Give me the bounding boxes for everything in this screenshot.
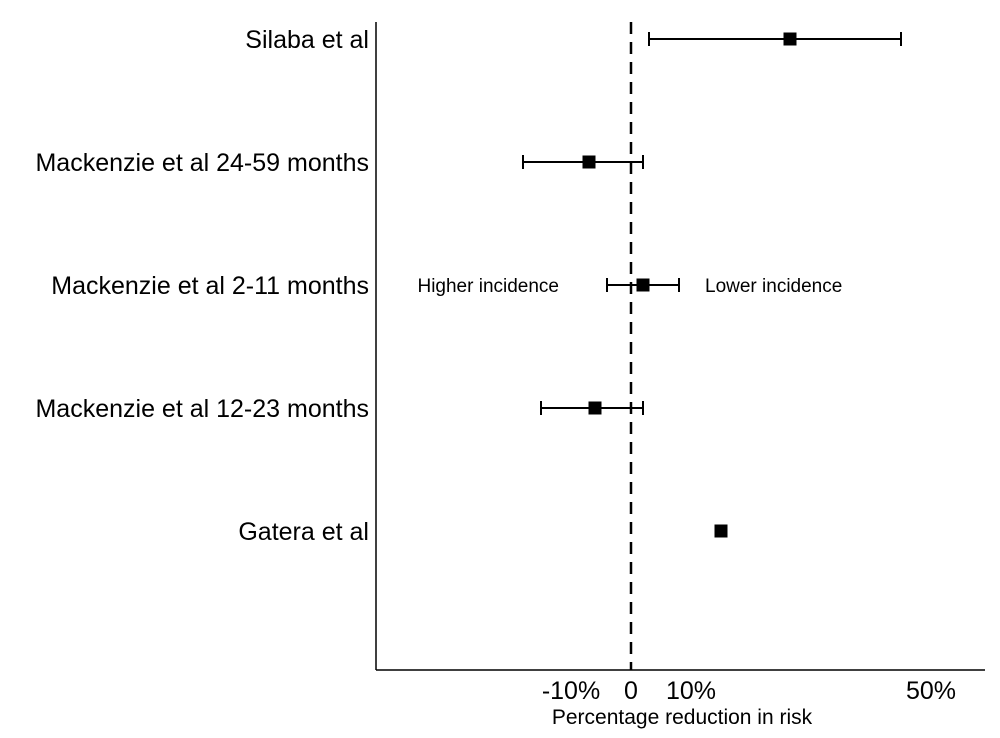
point-estimate-marker (582, 155, 596, 169)
ticks-layer: -10% 0 10% 50% (542, 677, 956, 705)
study-row: Silaba et al (245, 26, 902, 54)
annotation-lower-incidence: Lower incidence (705, 276, 842, 297)
point-estimate-marker (714, 524, 728, 538)
study-label: Mackenzie et al 2-11 months (51, 272, 369, 300)
study-label: Mackenzie et al 12-23 months (35, 395, 369, 423)
x-tick-label: 0 (624, 677, 638, 705)
study-row: Mackenzie et al 12-23 months (35, 395, 644, 423)
study-label: Mackenzie et al 24-59 months (35, 149, 369, 177)
study-row: Mackenzie et al 2-11 months (51, 272, 680, 300)
studies-layer: Silaba et al Mackenzie et al 24-59 months… (35, 26, 902, 546)
study-label: Silaba et al (245, 26, 369, 54)
x-tick-label: -10% (542, 677, 600, 705)
point-estimate-marker (588, 401, 602, 415)
study-row: Gatera et al (238, 518, 728, 546)
x-axis-title: Percentage reduction in risk (552, 706, 813, 729)
x-tick-label: 10% (666, 677, 716, 705)
study-label: Gatera et al (238, 518, 369, 546)
study-row: Mackenzie et al 24-59 months (35, 149, 644, 177)
point-estimate-marker (783, 32, 797, 46)
point-estimate-marker (636, 278, 650, 292)
annotation-higher-incidence: Higher incidence (417, 276, 559, 297)
x-tick-label: 50% (906, 677, 956, 705)
